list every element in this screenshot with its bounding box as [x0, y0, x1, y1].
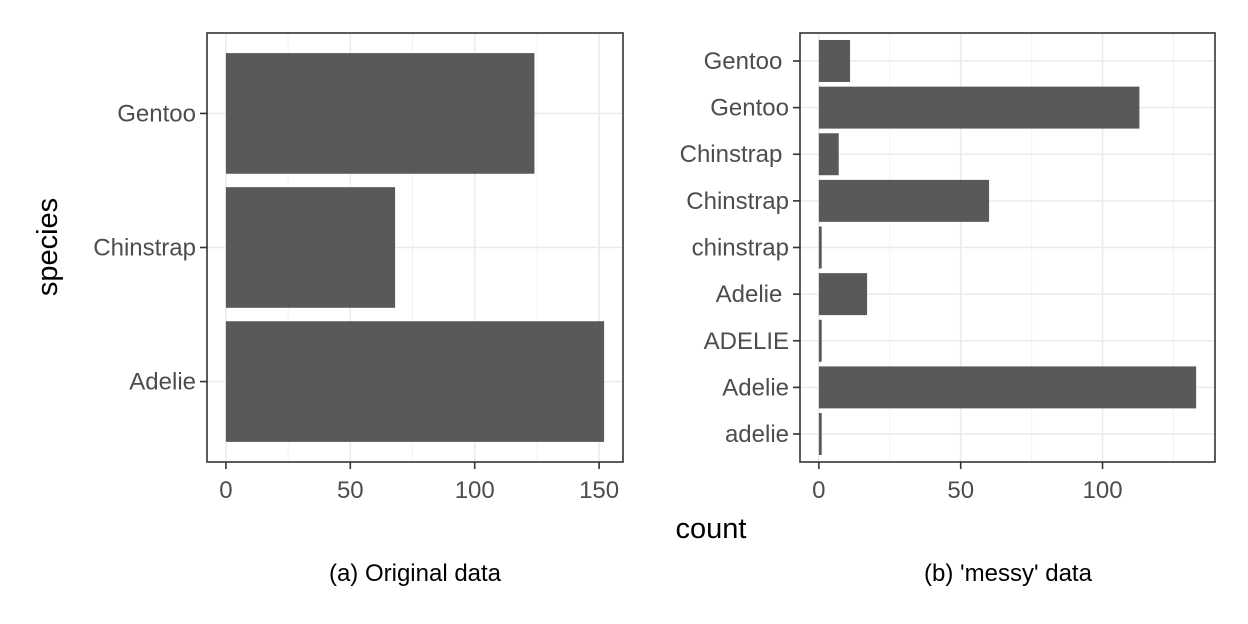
- y-tick-label: chinstrap: [692, 235, 789, 262]
- x-tick-label: 0: [219, 477, 232, 504]
- y-tick-label: Chinstrap: [93, 235, 196, 262]
- x-axis-title: count: [676, 513, 747, 545]
- x-tick-label: 100: [455, 477, 495, 504]
- bar-adelie: [818, 273, 868, 316]
- bar-adelie: [818, 366, 1197, 409]
- panel-original-data: Adelie Chinstrap Gentoo 0 50 100 150: [93, 32, 624, 504]
- bar-chinstrap: [225, 187, 396, 308]
- bar-chinstrap: [818, 226, 822, 269]
- y-tick-label: Adelie: [716, 281, 789, 308]
- y-tick-label: adelie: [725, 421, 789, 448]
- x-tick-label: 0: [812, 477, 825, 504]
- y-tick-label: Adelie: [129, 369, 196, 396]
- x-tick-label: 150: [579, 477, 619, 504]
- panel-messy-data: adelie Adelie ADELIE Adelie chinstrap Chinst…: [680, 32, 1216, 504]
- x-tick-label: 50: [337, 477, 364, 504]
- y-tick-label: Gentoo: [117, 100, 196, 127]
- caption-a: (a) Original data: [328, 560, 502, 587]
- bar-adelie: [818, 319, 822, 362]
- y-tick-label: Chinstrap: [680, 141, 789, 168]
- bar-gentoo: [818, 86, 1140, 129]
- bar-adelie: [225, 321, 605, 442]
- y-axis-title: species: [32, 198, 64, 296]
- bar-adelie: [818, 413, 822, 456]
- y-tick-label: Adelie: [722, 374, 789, 401]
- y-tick-label: Gentoo: [704, 48, 789, 75]
- x-tick-label: 100: [1083, 477, 1123, 504]
- caption-b: (b) 'messy' data: [924, 560, 1092, 587]
- y-tick-label: Gentoo: [710, 95, 789, 122]
- y-tick-label: ADELIE: [704, 328, 789, 355]
- x-tick-label: 50: [947, 477, 974, 504]
- bar-chinstrap: [818, 179, 990, 222]
- bar-gentoo: [818, 39, 851, 82]
- bar-gentoo: [225, 53, 535, 174]
- bar-chinstrap: [818, 133, 839, 176]
- y-tick-label: Chinstrap: [686, 188, 789, 215]
